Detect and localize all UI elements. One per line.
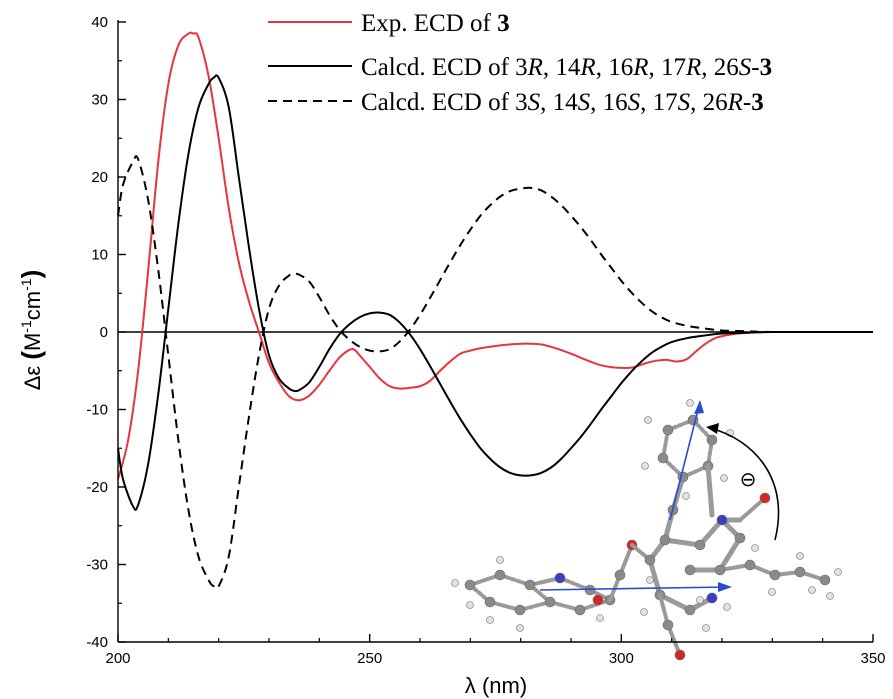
molecule-atom-carbon <box>494 569 506 581</box>
molecule-atom-hydrogen <box>696 596 704 604</box>
molecule-atom-carbon <box>644 554 656 566</box>
molecule-atom-carbon <box>794 566 806 578</box>
plot-area <box>117 31 874 590</box>
molecule-atom-carbon <box>514 604 526 616</box>
molecule-atom-hydrogen <box>702 624 710 632</box>
molecule-atom-oxygen <box>592 594 604 606</box>
x-axis-title: λ (nm) <box>465 673 527 698</box>
molecule-atom-carbon <box>544 596 556 608</box>
y-tick-label: 20 <box>91 169 108 186</box>
y-tick-label: -30 <box>86 557 108 574</box>
legend-entry-exp: Exp. ECD of 3 <box>361 10 510 37</box>
molecule-bond <box>738 496 767 522</box>
molecule-atom-hydrogen <box>644 416 652 424</box>
molecule-atom-carbon <box>769 569 781 581</box>
molecule-inset: ⊖ <box>451 399 842 661</box>
molecule-atom-hydrogen <box>646 576 654 584</box>
axes: -40 -30 -20 -10 0 10 20 30 40 200 250 300 350 <box>86 14 885 667</box>
transition-vector-phenyl-head <box>694 400 704 414</box>
y-tick-label: -10 <box>86 402 108 419</box>
molecule-atom-hydrogen <box>486 616 494 624</box>
molecule-atom-carbon <box>484 596 496 608</box>
y-tick-label: 30 <box>91 92 108 109</box>
molecule-atom-carbon <box>614 569 626 581</box>
y-axis-title: Δε (M-1cm-1) <box>16 270 46 391</box>
molecule-atom-hydrogen <box>751 544 759 552</box>
molecule-atom-hydrogen <box>640 608 648 616</box>
molecule-bond <box>647 557 663 598</box>
transition-vector-bicyclic <box>539 586 729 591</box>
chirality-rotation-arrow <box>709 427 780 541</box>
molecule-atom-hydrogen <box>451 579 459 587</box>
y-tick-label: -20 <box>86 479 108 496</box>
x-tick-label: 350 <box>860 650 885 667</box>
molecule-atom-carbon <box>744 559 756 571</box>
molecule-atom-nitrogen <box>706 592 718 604</box>
molecule-atom-hydrogen <box>768 588 776 596</box>
molecule-bond <box>618 543 634 577</box>
molecule-atom-hydrogen <box>596 614 604 622</box>
molecule-atom-carbon <box>662 619 674 631</box>
molecule-atom-carbon <box>657 452 669 464</box>
x-tick-label: 200 <box>105 650 130 667</box>
legend-entry-calcd-r: Calcd. ECD of 3R, 14R, 16R, 17R, 26S-3 <box>361 54 772 81</box>
molecule-atom-carbon <box>524 579 536 591</box>
molecule-atom-oxygen <box>759 492 771 504</box>
transition-vector-phenyl <box>669 401 701 521</box>
molecule-atom-hydrogen <box>723 603 731 611</box>
molecule-atom-nitrogen <box>554 572 566 584</box>
molecule-atom-hydrogen <box>808 586 816 594</box>
transition-vector-bicyclic-head <box>718 582 732 592</box>
molecule-bond <box>558 576 592 592</box>
molecule-atom-carbon <box>662 424 674 436</box>
molecule-atom-carbon <box>714 564 726 576</box>
molecule-bond <box>662 537 703 548</box>
molecule-bond <box>657 592 693 613</box>
molecule-atom-carbon <box>684 604 696 616</box>
molecule-bond <box>705 463 715 518</box>
molecule-atom-hydrogen <box>641 462 649 470</box>
series-calcd-ecd-r <box>117 74 874 511</box>
molecule-atom-hydrogen <box>496 556 504 564</box>
legend: Exp. ECD of 3 Calcd. ECD of 3R, 14R, 16R… <box>268 10 772 116</box>
molecule-atom-hydrogen <box>720 474 728 482</box>
molecule-bond <box>697 517 725 548</box>
molecule-atom-hydrogen <box>466 601 474 609</box>
y-tick-label: 10 <box>91 247 108 264</box>
molecule-bond <box>717 535 743 573</box>
molecule-atom-carbon <box>819 574 831 586</box>
molecule-atom-oxygen <box>674 649 686 661</box>
molecule-atom-carbon <box>734 532 746 544</box>
molecule-bond <box>666 623 682 657</box>
molecule-atom-carbon <box>464 579 476 591</box>
series-calcd-ecd-s <box>117 154 874 590</box>
molecule-atom-carbon <box>659 534 671 546</box>
molecule-atom-carbon <box>694 539 706 551</box>
chirality-rotation-arrow-head <box>706 423 719 434</box>
y-tick-label: 0 <box>100 324 108 341</box>
molecule-atom-hydrogen <box>686 399 694 407</box>
series-exp-ecd <box>117 31 874 480</box>
y-tick-label: -40 <box>86 634 108 651</box>
legend-entry-calcd-s: Calcd. ECD of 3S, 14S, 16S, 17S, 26R-3 <box>361 89 764 116</box>
molecule-atom-hydrogen <box>682 492 690 500</box>
molecule-atom-nitrogen <box>716 514 728 526</box>
molecule-atom-hydrogen <box>796 552 804 560</box>
molecule-atom-carbon <box>574 604 586 616</box>
molecule-atom-carbon <box>684 564 696 576</box>
y-tick-label: 40 <box>91 14 108 31</box>
negative-sign-annotation: ⊖ <box>740 467 757 491</box>
molecule-atom-hydrogen <box>826 592 834 600</box>
x-tick-label: 300 <box>609 650 634 667</box>
x-tick-label: 250 <box>357 650 382 667</box>
molecule-atom-carbon <box>706 434 718 446</box>
molecule-atom-hydrogen <box>834 568 842 576</box>
molecule-atom-hydrogen <box>516 624 524 632</box>
